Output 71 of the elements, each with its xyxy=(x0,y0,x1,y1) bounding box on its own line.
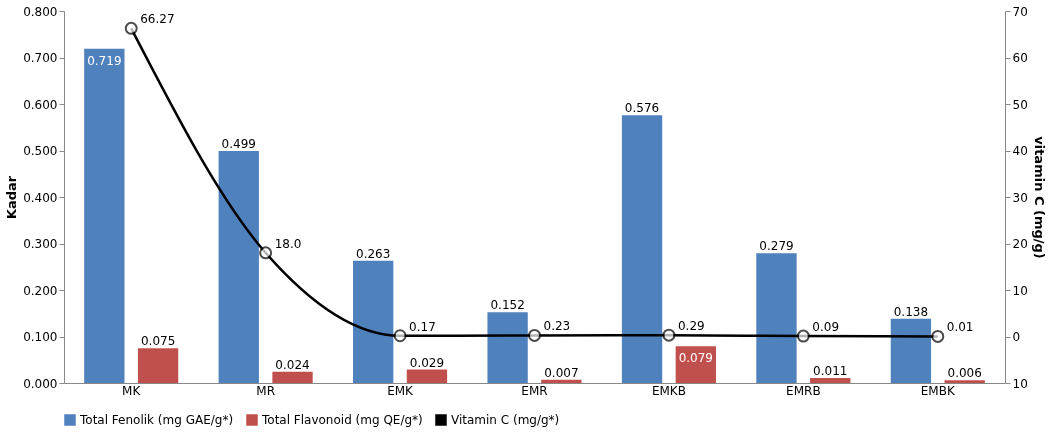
data-label: 0.079 xyxy=(678,351,713,366)
data-label: 0.152 xyxy=(490,298,525,313)
point xyxy=(662,328,676,342)
x-tick-label: MR xyxy=(256,383,275,398)
bar xyxy=(890,318,932,383)
data-label: 0.719 xyxy=(87,53,122,68)
y-tick-label: 0.800 xyxy=(23,4,58,19)
data-label: 0.006 xyxy=(947,366,982,381)
bar xyxy=(541,379,582,383)
data-label: 0.23 xyxy=(543,319,571,334)
bar xyxy=(84,48,125,383)
bar xyxy=(756,253,797,383)
data-label: 66.27 xyxy=(140,12,175,27)
data-label: 0.075 xyxy=(140,334,176,349)
data-label: 0.263 xyxy=(356,246,391,261)
bar xyxy=(406,369,448,383)
y2-axis-title: vitamin C (mg/g) xyxy=(1031,136,1047,259)
y-tick-label: 0.300 xyxy=(23,237,58,251)
x-tick-label: EMBK xyxy=(920,383,956,398)
x-tick-label: EMK xyxy=(387,383,415,398)
bar xyxy=(487,312,528,383)
legend-label: Vitamin C (mg/g*) xyxy=(451,413,560,427)
bar xyxy=(944,380,985,383)
y2-tick-label: 40 xyxy=(1012,144,1028,158)
data-label: 0.576 xyxy=(624,101,660,116)
bar xyxy=(810,377,851,383)
x-tick-label: MK xyxy=(122,383,142,398)
bar xyxy=(353,260,394,383)
data-label: 0.007 xyxy=(544,365,579,380)
legend-label: Total Fenolik (mg GAE/g*) xyxy=(79,413,234,427)
bar xyxy=(621,115,663,383)
point xyxy=(796,329,810,343)
y2-tick-label: 20 xyxy=(1012,237,1028,251)
y2-tick-label: 30 xyxy=(1012,190,1028,205)
point xyxy=(528,328,541,342)
y2-tick-label: 60 xyxy=(1012,51,1028,65)
y-tick-label: 0.100 xyxy=(23,330,58,344)
point xyxy=(124,21,138,35)
x-tick-label: EMKB xyxy=(651,383,686,398)
data-label: 0.279 xyxy=(759,239,794,254)
point xyxy=(393,329,407,343)
data-label: 0.01 xyxy=(946,320,974,335)
data-label: 0.499 xyxy=(221,136,256,151)
y2-tick-label: 10 xyxy=(1012,376,1028,391)
y-tick-label: 0.000 xyxy=(23,376,58,391)
y2-tick-label: 70 xyxy=(1012,4,1028,19)
y2-tick-label: 10 xyxy=(1012,283,1028,298)
y2-tick-label: 50 xyxy=(1012,97,1028,112)
x-tick-label: EMR xyxy=(521,383,548,398)
y-tick-label: 0.500 xyxy=(23,144,58,158)
y2-tick-label: 0 xyxy=(1012,330,1021,344)
x-tick-label: EMRB xyxy=(786,383,821,398)
data-label: 0.29 xyxy=(677,319,705,334)
data-label: 0.011 xyxy=(813,363,848,378)
data-label: 0.09 xyxy=(812,320,840,335)
data-label: 18.0 xyxy=(274,236,302,251)
point xyxy=(931,329,945,343)
point xyxy=(259,246,273,260)
legend-label: Total Flavonoid (mg QE/g*) xyxy=(261,413,423,427)
y-tick-label: 0.200 xyxy=(23,283,58,298)
bar xyxy=(272,371,313,383)
bar xyxy=(137,348,179,383)
y-tick-label: 0.700 xyxy=(23,51,58,65)
data-label: 0.024 xyxy=(275,357,310,372)
data-label: 0.138 xyxy=(893,304,929,319)
y-tick-label: 0.400 xyxy=(23,190,58,205)
y-tick-label: 0.600 xyxy=(23,97,58,112)
data-label: 0.029 xyxy=(409,355,445,370)
y-axis-title: Kadar xyxy=(4,175,20,220)
bar xyxy=(218,150,259,383)
data-label: 0.17 xyxy=(409,319,436,334)
